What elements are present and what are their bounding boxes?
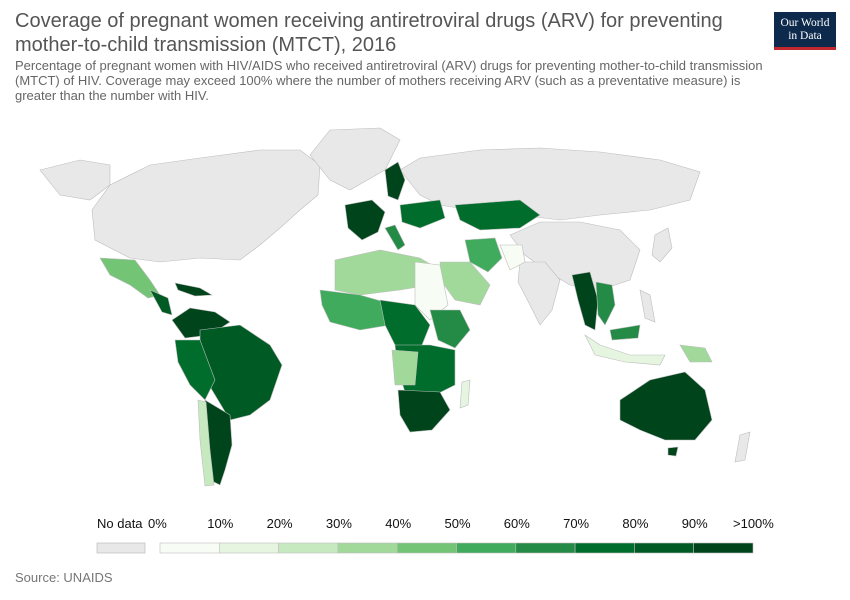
legend-bin-swatch xyxy=(456,542,517,554)
logo-line-2: in Data xyxy=(788,30,822,42)
legend-bin-swatch xyxy=(396,542,457,554)
legend-bin-label: 30% xyxy=(325,516,352,531)
legend-bin-label: 70% xyxy=(563,516,590,531)
legend-bin-label: 40% xyxy=(385,516,412,531)
legend-bin-label: 60% xyxy=(503,516,530,531)
legend-no-data-label: No data xyxy=(97,516,143,531)
legend-bin-swatch xyxy=(337,542,398,554)
legend-color-bar xyxy=(159,542,754,554)
chart-subtitle: Percentage of pregnant women with HIV/AI… xyxy=(15,58,763,103)
region-italy xyxy=(384,224,406,251)
legend-bin-label: 20% xyxy=(266,516,293,531)
region-west-africa xyxy=(319,289,396,331)
region-south-africa xyxy=(397,389,451,433)
region-kazakhstan xyxy=(454,199,541,231)
region-angola xyxy=(391,349,419,386)
region-madagascar xyxy=(459,379,471,409)
region-central-america xyxy=(149,289,173,316)
region-greenland xyxy=(309,127,401,191)
legend-bin-label: 10% xyxy=(207,516,234,531)
legend-no-data-swatch xyxy=(96,542,146,554)
region-malaysia xyxy=(609,324,641,341)
region-vietnam-cambodia xyxy=(595,281,616,326)
logo-line-1: Our World xyxy=(780,17,830,29)
region-russia xyxy=(399,147,701,221)
source-note: Source: UNAIDS xyxy=(15,570,113,585)
chart-title: Coverage of pregnant women receiving ant… xyxy=(15,10,723,56)
region-myanmar-thailand xyxy=(571,271,599,331)
legend-bin-swatch xyxy=(693,542,754,554)
region-philippines xyxy=(639,289,656,323)
region-indonesia xyxy=(584,334,666,366)
region-new-zealand xyxy=(734,431,751,463)
region-western-europe xyxy=(344,199,386,241)
region-alaska xyxy=(39,159,111,201)
region-iran xyxy=(464,237,503,273)
legend-bin-label: 80% xyxy=(622,516,649,531)
legend-bin-swatch xyxy=(515,542,576,554)
owid-logo[interactable]: Our World in Data xyxy=(774,12,836,50)
region-india xyxy=(517,261,561,326)
region-afghanistan-pakistan xyxy=(499,244,526,271)
legend-bin-swatch xyxy=(634,542,695,554)
legend-bin-swatch xyxy=(219,542,279,554)
region-caribbean xyxy=(174,282,214,297)
region-eastern-europe xyxy=(399,199,446,229)
legend-bin-swatch xyxy=(278,542,339,554)
region-tasmania xyxy=(667,446,679,457)
region-scandinavia xyxy=(384,161,406,201)
legend-bin-swatch xyxy=(159,542,220,554)
legend-bin-swatch xyxy=(574,542,635,554)
legend-bin-label: 90% xyxy=(681,516,708,531)
region-chile xyxy=(197,399,215,487)
legend-bin-label: 0% xyxy=(148,516,167,531)
region-papua xyxy=(679,344,713,363)
region-east-africa xyxy=(429,309,471,349)
region-australia xyxy=(619,371,713,441)
legend-max-label: >100% xyxy=(733,516,774,531)
region-japan xyxy=(651,227,673,263)
region-north-america xyxy=(91,149,321,263)
legend-bin-label: 50% xyxy=(444,516,471,531)
